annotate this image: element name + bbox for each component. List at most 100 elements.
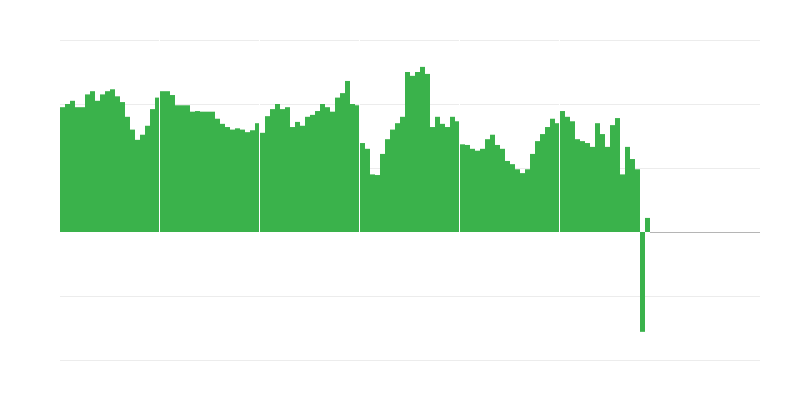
bar — [120, 102, 125, 232]
bar — [440, 123, 445, 232]
bar — [145, 125, 150, 232]
bar — [85, 94, 90, 233]
bar — [505, 160, 510, 232]
bar — [435, 116, 440, 232]
bar — [495, 144, 500, 232]
bar — [115, 96, 120, 232]
bar — [285, 107, 290, 232]
bar — [565, 116, 570, 232]
bar — [430, 127, 435, 232]
bar — [400, 116, 405, 232]
bar — [125, 116, 130, 232]
bar — [445, 127, 450, 232]
bar — [210, 111, 215, 232]
bar — [220, 123, 225, 232]
bar — [420, 66, 425, 232]
bar — [595, 123, 600, 232]
bar — [645, 217, 650, 232]
bar — [310, 114, 315, 232]
bar — [330, 111, 335, 232]
separators — [159, 40, 560, 232]
bar — [130, 129, 135, 232]
bar — [185, 105, 190, 232]
bar — [255, 123, 260, 232]
bar — [535, 141, 540, 232]
bar — [200, 111, 205, 232]
bar — [500, 148, 505, 232]
bar — [245, 132, 250, 232]
bar — [265, 116, 270, 232]
bar — [490, 134, 495, 232]
bar — [525, 169, 530, 232]
bar — [195, 111, 200, 232]
bar — [380, 153, 385, 232]
bar — [280, 109, 285, 232]
bar — [370, 174, 375, 232]
bar — [560, 111, 565, 232]
bar — [450, 116, 455, 232]
bar — [585, 143, 590, 232]
bar — [550, 118, 555, 232]
bar — [630, 159, 635, 232]
bar — [190, 111, 195, 232]
bar — [395, 123, 400, 232]
bar — [590, 146, 595, 232]
bar — [80, 107, 85, 232]
bar — [155, 97, 160, 232]
bar — [225, 127, 230, 232]
bar — [385, 139, 390, 232]
bar — [510, 164, 515, 232]
bar — [340, 93, 345, 233]
bar — [90, 91, 95, 232]
bar — [335, 97, 340, 232]
bar — [605, 146, 610, 232]
bar — [640, 232, 645, 332]
bar — [600, 134, 605, 232]
bar — [570, 121, 575, 232]
bar — [270, 109, 275, 232]
bar — [545, 127, 550, 232]
bar — [235, 128, 240, 232]
bar — [485, 139, 490, 232]
bar — [350, 104, 355, 232]
bar — [520, 173, 525, 232]
bar — [455, 121, 460, 232]
bar — [215, 118, 220, 232]
bar — [260, 132, 265, 232]
bar — [480, 148, 485, 232]
bar — [515, 169, 520, 232]
bar — [460, 144, 465, 232]
bar — [390, 129, 395, 232]
bar — [300, 125, 305, 232]
bar — [320, 104, 325, 232]
bar — [60, 107, 65, 232]
bar — [95, 100, 100, 232]
bar — [295, 121, 300, 232]
bars — [60, 66, 650, 332]
bar — [135, 139, 140, 232]
bar — [305, 116, 310, 232]
bar — [365, 148, 370, 232]
bar — [360, 143, 365, 232]
bar — [150, 109, 155, 232]
bar — [635, 169, 640, 232]
bar — [75, 107, 80, 232]
bar — [625, 146, 630, 232]
bar — [70, 100, 75, 232]
bar — [580, 141, 585, 232]
bar — [410, 75, 415, 232]
bar — [405, 72, 410, 232]
bar — [250, 130, 255, 232]
bar — [610, 125, 615, 232]
bar — [530, 153, 535, 232]
bar — [555, 123, 560, 232]
bar — [170, 95, 175, 232]
bar — [470, 148, 475, 232]
bar — [620, 174, 625, 232]
bar — [575, 139, 580, 232]
bar — [615, 118, 620, 232]
bar — [375, 175, 380, 232]
bar — [180, 105, 185, 232]
bar — [475, 150, 480, 232]
